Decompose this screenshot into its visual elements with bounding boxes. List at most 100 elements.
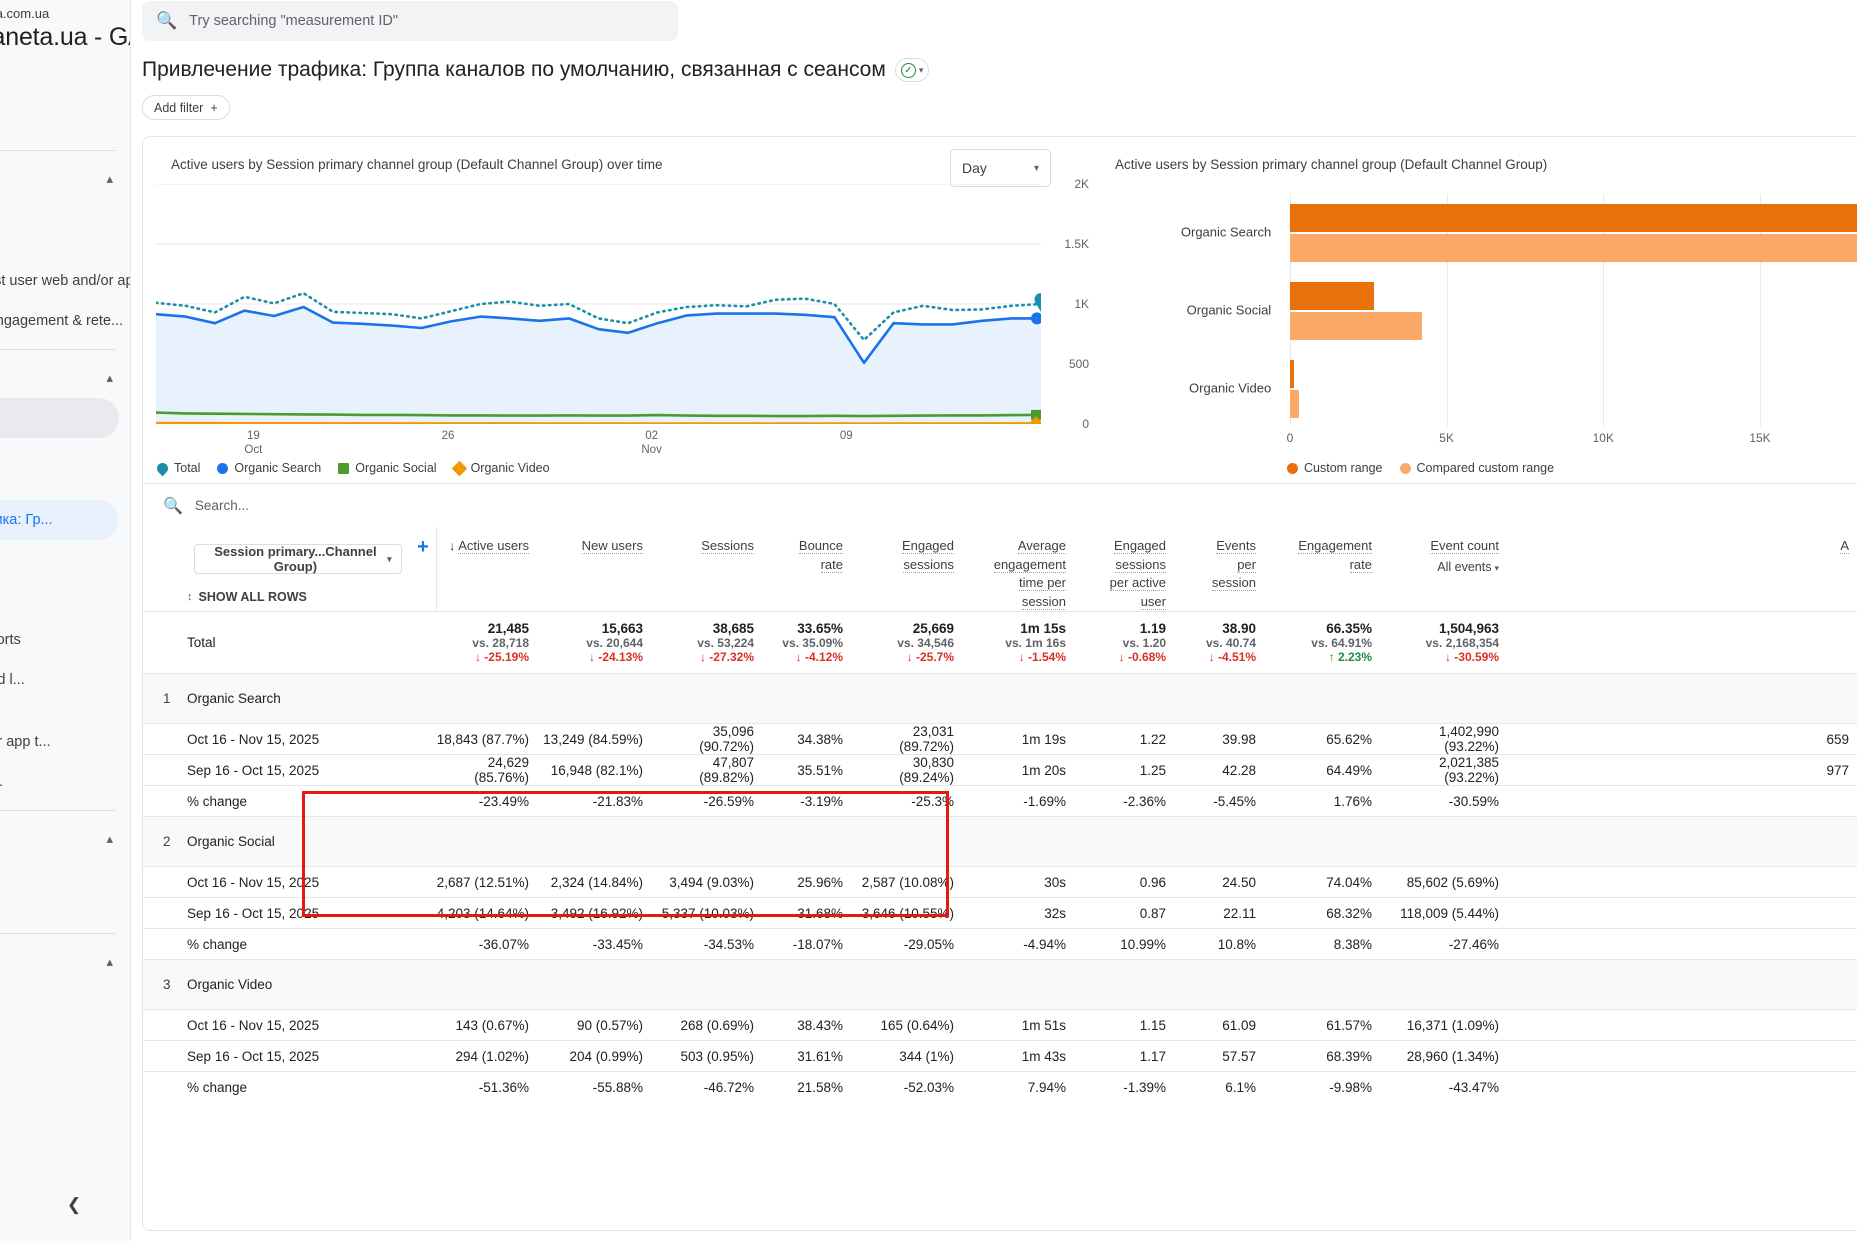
legend-item-organic-search[interactable]: Organic Search <box>217 461 321 475</box>
granularity-value: Day <box>962 160 987 176</box>
table-row[interactable]: Sep 16 - Oct 15, 2025 4,203 (14.64%) 3,4… <box>143 897 1857 929</box>
sidebar-item-engagement-retention[interactable]: Traffic acquisition: Engagement & rete..… <box>0 301 123 341</box>
y-tick-500: 500 <box>1068 357 1089 371</box>
bar-organic-video-compared[interactable] <box>1290 390 1300 418</box>
column-header-engaged-sessions[interactable]: Engaged sessions <box>857 527 968 612</box>
sidebar-item-user-acquisition[interactable]: User acquisition <box>0 460 119 500</box>
table-group-row[interactable]: 3 Organic Video <box>143 959 1857 1010</box>
sidebar-item-acquisition-overview-2[interactable]: Acquisition overview <box>0 398 119 438</box>
time-series-plot: 2K 1.5K 1K 500 0 <box>154 177 1089 431</box>
cell-engaged-sessions-per-user: 1.17 <box>1080 1040 1180 1072</box>
dimension-select[interactable]: Session primary...Channel Group) ▾ <box>193 544 402 574</box>
column-header-events-per-session[interactable]: Events per session <box>1180 527 1270 612</box>
sidebar-item-traffic-acquisition[interactable]: Привлечение трафика: Гр... <box>0 500 119 540</box>
total-delta: ↑ 2.23% <box>1328 650 1372 664</box>
sidebar-item-acquisition-overview[interactable]: Acquisition overview <box>0 199 119 239</box>
legend-item-compared-range[interactable]: Compared custom range <box>1399 461 1554 475</box>
sidebar-section-acquisition[interactable]: Acquisition▴ <box>0 358 130 398</box>
column-header-avg-engagement-time[interactable]: Average engagement time per session <box>968 527 1080 612</box>
column-header-partial[interactable]: A <box>1513 527 1857 612</box>
property-name: https://veloplaneta.ua - GA4 <box>0 23 130 51</box>
chevron-up-icon: ▴ <box>106 831 113 846</box>
sidebar-item-user-acquisition-cohorts[interactable]: User acquisition cohorts <box>0 620 119 660</box>
table-row[interactable]: % change -51.36% -55.88% -46.72% 21.58% … <box>143 1071 1857 1103</box>
table-row[interactable]: Sep 16 - Oct 15, 2025 24,629 (85.76%) 16… <box>143 754 1857 786</box>
cell-engaged-sessions: -25.3% <box>857 785 968 817</box>
row-period-label: % change <box>143 785 436 817</box>
legend-item-custom-range[interactable]: Custom range <box>1287 461 1383 475</box>
cell-new-users: 90 (0.57%) <box>543 1009 657 1041</box>
cell-bounce-rate: -3.19% <box>768 785 857 817</box>
table-group-row[interactable]: 2 Organic Social <box>143 816 1857 867</box>
bar-chart-title: Active users by Session primary channel … <box>1115 157 1548 172</box>
cell-sessions: 3,494 (9.03%) <box>657 866 768 898</box>
chevron-down-icon: ▾ <box>918 64 924 75</box>
search-icon: 🔍 <box>163 497 183 515</box>
total-vs: vs. 20,644 <box>586 636 643 650</box>
bar-organic-search-compared[interactable] <box>1290 234 1857 262</box>
chevron-left-icon: ❮ <box>66 1195 82 1214</box>
bar-organic-video-current[interactable] <box>1290 360 1295 388</box>
sidebar-collapse-button[interactable]: ❮ <box>56 1187 92 1223</box>
column-header-active-users[interactable]: ↓ Active users <box>436 527 543 612</box>
column-header-sessions[interactable]: Sessions <box>657 527 768 612</box>
column-header-engaged-sessions-per-user[interactable]: Engaged sessions per active user <box>1080 527 1180 612</box>
bar-organic-social-compared[interactable] <box>1290 312 1422 340</box>
legend-item-total[interactable]: Total <box>154 460 200 476</box>
cell-partial <box>1513 866 1857 898</box>
add-filter-button[interactable]: Add filter + <box>142 95 230 120</box>
sidebar-item-reports-overview[interactable]: Reports overview <box>0 102 119 142</box>
bar-x-tick-5k: 5K <box>1439 431 1454 445</box>
granularity-select[interactable]: Day ▾ <box>950 149 1051 187</box>
legend-label: Organic Social <box>355 461 437 475</box>
group-empty-cells <box>436 816 1857 867</box>
row-period-label: % change <box>143 928 436 960</box>
account-breadcrumb[interactable]: All accounts›veloplaneta.com.ua <box>0 0 130 23</box>
property-selector[interactable]: https://veloplaneta.ua - GA4 ▾ <box>0 23 130 62</box>
column-label-3: session <box>1211 575 1256 591</box>
event-count-filter[interactable]: All events ▾ <box>1392 558 1499 578</box>
sidebar-section-lifecycle-ru[interactable]: Жизненный цикл▴ <box>0 819 130 859</box>
table-group-row[interactable]: 1 Organic Search <box>143 673 1857 724</box>
breadcrumb-account-name[interactable]: veloplaneta.com.ua <box>0 6 50 21</box>
table-row[interactable]: Oct 16 - Nov 15, 2025 143 (0.67%) 90 (0.… <box>143 1009 1857 1041</box>
sidebar-item-user-acquisition-2[interactable]: User acquisition <box>0 580 119 620</box>
sidebar-item-engagement-retention-2[interactable]: Engagement & rete... <box>0 762 119 802</box>
add-dimension-button[interactable]: + <box>417 536 429 558</box>
column-header-event-count[interactable]: Event count All events ▾ <box>1386 527 1513 612</box>
sidebar-divider <box>0 349 115 350</box>
table-row[interactable]: Sep 16 - Oct 15, 2025 294 (1.02%) 204 (0… <box>143 1040 1857 1072</box>
sidebar-item-snapshot[interactable]: Snapshot <box>0 62 119 102</box>
cell-partial: 659 <box>1513 723 1857 755</box>
sidebar-item-user-qualification[interactable]: User qualification and l... <box>0 660 119 700</box>
bar-organic-social-current[interactable] <box>1290 282 1375 310</box>
bar-grid-0 <box>1290 194 1291 426</box>
legend-item-organic-social[interactable]: Organic Social <box>338 461 437 475</box>
bar-organic-search-current[interactable] <box>1290 204 1857 232</box>
total-delta: ↓ -1.54% <box>1018 650 1066 664</box>
table-row[interactable]: Oct 16 - Nov 15, 2025 18,843 (87.7%) 13,… <box>143 723 1857 755</box>
column-header-bounce-rate[interactable]: Bounce rate <box>768 527 857 612</box>
global-search[interactable]: 🔍 Try searching "measurement ID" <box>142 1 678 41</box>
cell-engaged-sessions-per-user: -1.39% <box>1080 1071 1180 1103</box>
dimension-header: Session primary...Channel Group) ▾ + ↕ S… <box>143 527 437 612</box>
legend-item-organic-video[interactable]: Organic Video <box>451 460 550 476</box>
sidebar-item-landing-page[interactable]: Landing page <box>0 540 119 580</box>
organic-video-marker-icon <box>451 460 467 476</box>
cell-avg-engagement-time: -4.94% <box>968 928 1080 960</box>
data-quality-badge[interactable]: ✓ ▾ <box>894 58 930 82</box>
table-row[interactable]: Oct 16 - Nov 15, 2025 2,687 (12.51%) 2,3… <box>143 866 1857 898</box>
sidebar-item-first-user-web-app[interactable]: User acquisition: First user web and/or … <box>0 261 130 301</box>
table-row[interactable]: % change -23.49% -21.83% -26.59% -3.19% … <box>143 785 1857 817</box>
cell-sessions: 268 (0.69%) <box>657 1009 768 1041</box>
column-header-engagement-rate[interactable]: Engagement rate <box>1270 527 1386 612</box>
sidebar-section-life-cycle[interactable]: Life cycle▴ <box>0 159 130 199</box>
sidebar-item-first-user-web-app-2[interactable]: First user web and/or app t... <box>0 722 119 762</box>
total-value: 38.90 <box>1222 621 1256 636</box>
sidebar-section-user-ru[interactable]: Пользователь▴ <box>0 942 130 982</box>
table-row[interactable]: % change -36.07% -33.45% -34.53% -18.07%… <box>143 928 1857 960</box>
column-header-new-users[interactable]: New users <box>543 527 657 612</box>
time-series-chart: Active users by Session primary channel … <box>143 137 1089 482</box>
table-search[interactable]: 🔍 Search... <box>143 483 1857 527</box>
show-all-rows-button[interactable]: ↕ SHOW ALL ROWS <box>187 590 436 604</box>
